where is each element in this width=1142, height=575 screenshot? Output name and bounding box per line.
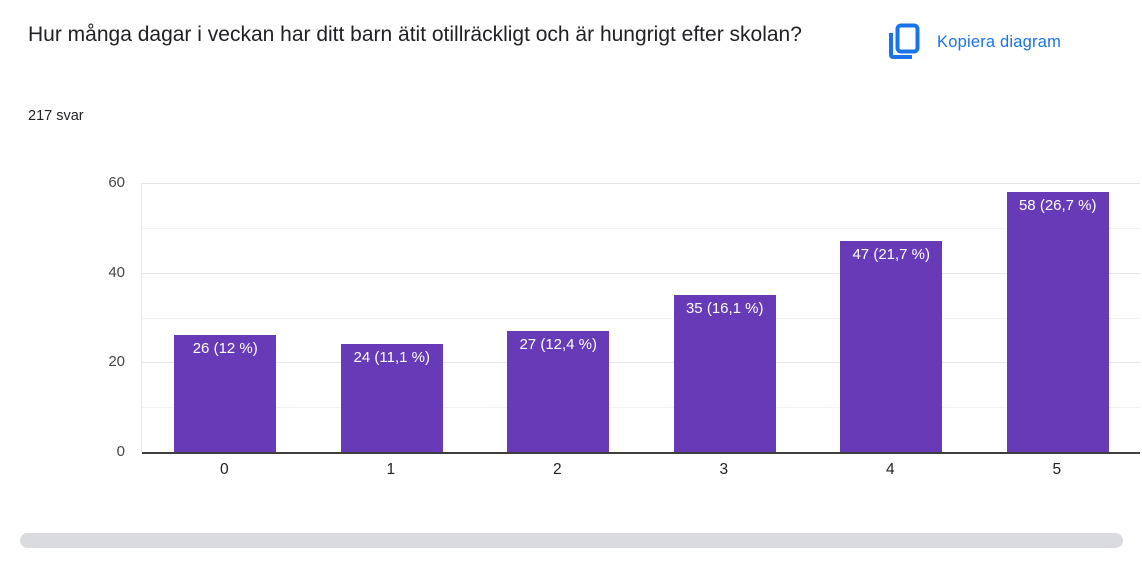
y-tick-label: 20 — [108, 353, 125, 371]
bar-value-label: 35 (16,1 %) — [685, 300, 764, 317]
bar-value-label: 47 (21,7 %) — [852, 246, 931, 263]
gridline-major — [142, 183, 1140, 184]
gridline-minor — [142, 227, 1140, 229]
gridline-minor — [142, 317, 1140, 319]
x-tick-label-3: 3 — [719, 461, 729, 478]
question-title: Hur många dagar i veckan har ditt barn ä… — [28, 23, 802, 46]
bar-value-label: 24 (11,1 %) — [353, 349, 430, 366]
y-tick-label: 40 — [108, 263, 125, 281]
bar-value-label: 58 (26,7 %) — [1018, 197, 1097, 214]
x-tick-label-4: 4 — [885, 461, 895, 478]
bar-5[interactable]: 58 (26,7 %) — [1006, 192, 1109, 452]
y-axis: 0 20 40 60 — [83, 174, 125, 460]
bar-4[interactable]: 47 (21,7 %) — [840, 241, 943, 452]
bar-2[interactable]: 27 (12,4 %) — [507, 331, 610, 452]
bar-value-label: 26 (12 %) — [192, 340, 258, 357]
gridline-major — [142, 272, 1140, 274]
bar-value-label: 27 (12,4 %) — [519, 336, 598, 353]
copy-chart-label: Kopiera diagram — [937, 32, 1062, 51]
bar-3[interactable]: 35 (16,1 %) — [673, 295, 776, 452]
horizontal-scrollbar-thumb[interactable] — [20, 533, 1123, 548]
y-tick-label: 60 — [108, 174, 125, 191]
copy-chart-button[interactable]: Kopiera diagram — [882, 18, 1065, 66]
x-tick-label-2: 2 — [552, 461, 562, 478]
response-count: 217 svar — [28, 108, 84, 124]
x-tick-label-0: 0 — [219, 461, 229, 478]
x-axis-line — [142, 452, 1140, 454]
bar-chart-plot-area: 26 (12 %) 24 (11,1 %) 27 (12,4 %) 35 (16,1 … — [141, 183, 1140, 454]
bar-0[interactable]: 26 (12 %) — [174, 335, 277, 452]
x-axis: 0 1 2 3 4 5 — [141, 461, 1140, 483]
copy-icon — [886, 22, 920, 62]
x-tick-label-1: 1 — [386, 461, 396, 478]
y-tick-label: 0 — [116, 443, 125, 460]
gridline-minor — [142, 407, 1140, 409]
gridline-major — [142, 362, 1140, 364]
bar-1[interactable]: 24 (11,1 %) — [340, 344, 443, 452]
x-tick-label-5: 5 — [1052, 461, 1062, 478]
